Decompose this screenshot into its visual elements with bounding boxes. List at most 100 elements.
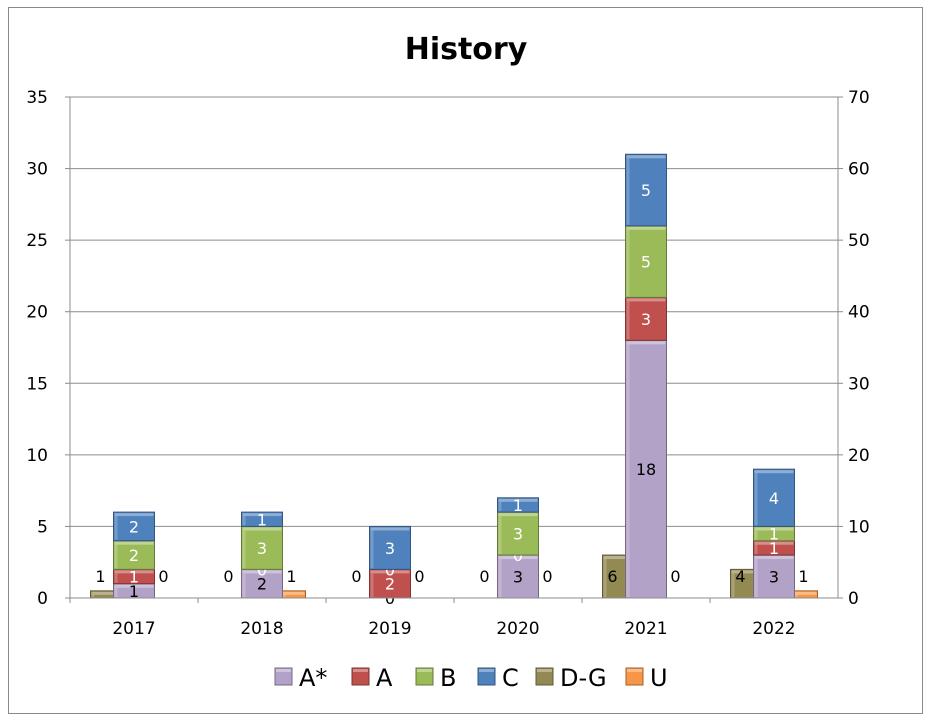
data-label-d-g: 6 xyxy=(607,567,617,586)
legend-label-d-g: D-G xyxy=(560,664,607,692)
bar-c xyxy=(113,511,155,542)
y2-tick-label: 40 xyxy=(848,303,870,323)
bar-u-bevel xyxy=(282,591,286,597)
data-label-d-g: 4 xyxy=(735,567,745,586)
legend-swatch-a xyxy=(351,667,370,686)
data-label-b: 3 xyxy=(257,539,267,558)
bar-a-star-bevel xyxy=(754,556,794,560)
y-tick-label: 20 xyxy=(26,303,48,323)
legend-swatch-bevel xyxy=(276,669,291,672)
bar-b xyxy=(241,525,283,570)
y2-tick-label: 50 xyxy=(848,231,870,251)
bar-a-star-bevel xyxy=(242,570,246,597)
legend-label-b: B xyxy=(440,664,456,692)
bar-b-bevel xyxy=(754,527,758,540)
data-label-b: 1 xyxy=(769,525,779,544)
bar-c-bevel xyxy=(754,470,794,474)
bar-a-star-bevel xyxy=(242,570,282,574)
legend-swatch-bevel xyxy=(627,669,642,672)
bar-c-bevel xyxy=(370,527,374,569)
data-label-d-g: 0 xyxy=(223,567,233,586)
data-label-c: 2 xyxy=(129,517,139,536)
x-tick-label: 2017 xyxy=(112,619,155,639)
x-tick-label: 2018 xyxy=(240,619,283,639)
bar-b-bevel xyxy=(498,513,502,555)
bar-c xyxy=(753,468,795,527)
data-label-a-star: 3 xyxy=(769,568,779,587)
data-label-a: 0 xyxy=(513,546,523,565)
bar-c-bevel xyxy=(114,513,118,540)
data-label-a-star: 2 xyxy=(257,575,267,594)
data-label-u: 0 xyxy=(542,567,552,586)
data-label-u: 0 xyxy=(158,567,168,586)
bar-u-bevel xyxy=(282,591,305,595)
data-label-d-g: 1 xyxy=(95,567,105,586)
bar-a-star-bevel xyxy=(114,584,154,588)
y2-tick-label: 20 xyxy=(848,446,870,466)
bar-a-bevel xyxy=(626,298,630,340)
bar-a-bevel xyxy=(754,541,794,545)
legend-label-u: U xyxy=(650,664,668,692)
data-label-u: 1 xyxy=(286,567,296,586)
y-tick-label: 15 xyxy=(26,374,48,394)
legend-label-c: C xyxy=(502,664,519,692)
legend-swatch-bevel xyxy=(537,669,552,672)
bar-c-bevel xyxy=(498,498,538,502)
bar-a-star xyxy=(625,339,667,599)
data-label-a: 3 xyxy=(641,310,651,329)
bar-d-g-bevel xyxy=(603,556,607,597)
x-tick-label: 2022 xyxy=(752,619,795,639)
data-label-c: 3 xyxy=(385,539,395,558)
y2-tick-label: 30 xyxy=(848,374,870,394)
data-label-c: 5 xyxy=(641,181,651,200)
bar-d-g-bevel xyxy=(731,570,754,574)
bar-b-bevel xyxy=(626,226,666,230)
y-tick-label: 5 xyxy=(37,517,48,537)
data-label-b: 5 xyxy=(641,253,651,272)
y-tick-label: 30 xyxy=(26,160,48,180)
y2-tick-label: 0 xyxy=(848,589,859,609)
data-label-u: 1 xyxy=(798,567,808,586)
bar-a-bevel xyxy=(114,570,118,583)
bar-c-bevel xyxy=(626,155,666,159)
chart-title: History xyxy=(405,32,528,67)
data-label-b: 3 xyxy=(513,525,523,544)
data-label-a: 1 xyxy=(769,539,779,558)
y-tick-label: 35 xyxy=(26,88,48,108)
bar-b-bevel xyxy=(242,527,282,531)
bar-a-star xyxy=(753,554,795,599)
data-label-u: 0 xyxy=(670,567,680,586)
bar-a-star-bevel xyxy=(498,556,502,597)
bar-a-bevel xyxy=(626,298,666,302)
bar-b-bevel xyxy=(114,541,118,569)
y-tick-label: 0 xyxy=(37,589,48,609)
bar-a-bevel xyxy=(370,570,410,574)
bar-d-g-bevel xyxy=(731,570,735,597)
legend-swatch-u xyxy=(625,667,644,686)
bar-b-bevel xyxy=(754,527,794,531)
y2-tick-label: 70 xyxy=(848,88,870,108)
data-label-a: 1 xyxy=(129,568,139,587)
data-label-c: 1 xyxy=(513,496,523,515)
bar-b-bevel xyxy=(626,226,630,297)
legend-swatch-b xyxy=(415,667,434,686)
bar-a-star-bevel xyxy=(754,556,758,597)
data-label-c: 4 xyxy=(769,489,779,508)
bar-c-bevel xyxy=(498,498,502,512)
bar-a-star-bevel xyxy=(626,341,630,597)
bar-c-bevel xyxy=(754,470,758,526)
data-label-a-star: 3 xyxy=(513,568,523,587)
data-label-a-star: 18 xyxy=(636,460,656,479)
legend-swatch-a-star xyxy=(274,667,293,686)
bar-a-star-bevel xyxy=(498,556,538,560)
bar-a xyxy=(625,296,667,341)
bar-a-bevel xyxy=(754,541,758,555)
bar-c-bevel xyxy=(242,513,282,517)
bar-b xyxy=(497,511,539,556)
y2-tick-label: 60 xyxy=(848,160,870,180)
y-tick-label: 10 xyxy=(26,446,48,466)
bar-a-bevel xyxy=(370,570,374,597)
legend-swatch-c xyxy=(477,667,496,686)
x-tick-label: 2020 xyxy=(496,619,539,639)
